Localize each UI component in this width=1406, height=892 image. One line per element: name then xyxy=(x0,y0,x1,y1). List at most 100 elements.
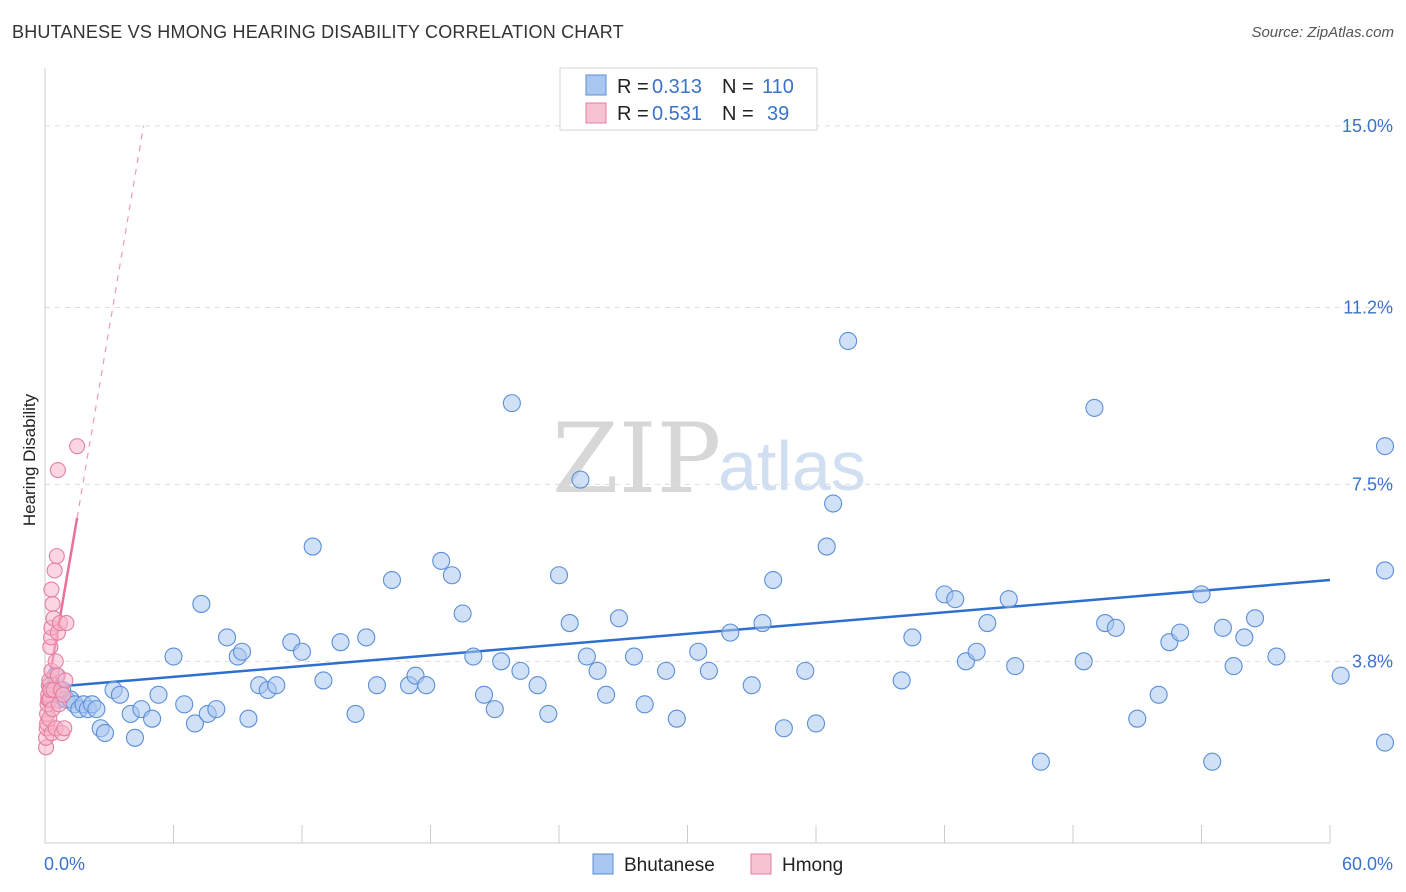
bhutanese-point xyxy=(217,628,237,647)
bhutanese-point xyxy=(1031,752,1050,771)
bhutanese-point xyxy=(502,394,521,413)
bottom-legend-swatch-bhutanese xyxy=(592,853,614,875)
bhutanese-point xyxy=(331,633,350,652)
bhutanese-point xyxy=(485,700,504,719)
y-tick-label: 11.2% xyxy=(1343,298,1393,318)
bhutanese-point xyxy=(1245,609,1265,628)
bhutanese-point xyxy=(892,671,911,690)
bhutanese-point xyxy=(95,723,115,743)
bhutanese-point xyxy=(267,676,286,695)
legend-swatch-bhutanese xyxy=(585,74,607,96)
hmong-point xyxy=(69,438,86,455)
legend-r-value-2: 0.531 xyxy=(652,103,702,125)
bhutanese-point xyxy=(143,709,162,728)
bhutanese-point xyxy=(635,695,654,714)
bhutanese-point xyxy=(1213,618,1232,637)
bhutanese-point xyxy=(528,676,547,695)
bhutanese-point xyxy=(689,642,708,661)
bhutanese-point xyxy=(239,709,258,728)
bhutanese-point xyxy=(903,628,922,647)
bhutanese-point xyxy=(87,700,106,719)
grid-lines xyxy=(45,125,1395,662)
bhutanese-point xyxy=(560,614,579,633)
bhutanese-point xyxy=(817,537,836,556)
bhutanese-point xyxy=(1006,657,1025,676)
bhutanese-point xyxy=(539,704,558,723)
legend-r-label-2: R = xyxy=(617,103,649,125)
bhutanese-point xyxy=(753,614,772,633)
bhutanese-point xyxy=(185,714,204,733)
bhutanese-point xyxy=(492,652,511,671)
bhutanese-point xyxy=(1192,585,1211,604)
bhutanese-point xyxy=(699,661,718,680)
bhutanese-point xyxy=(1203,752,1222,771)
legend-r-label-1: R = xyxy=(617,76,649,98)
bhutanese-point xyxy=(292,642,312,661)
bhutanese-point xyxy=(1171,623,1190,642)
hmong-point xyxy=(49,462,66,479)
watermark: ZIP atlas xyxy=(552,403,866,515)
hmong-point xyxy=(44,595,61,612)
bhutanese-point xyxy=(149,685,168,704)
bhutanese-point xyxy=(1375,733,1395,752)
bhutanese-point xyxy=(839,331,858,351)
bhutanese-point xyxy=(571,470,590,489)
bottom-legend-label-hmong: Hmong xyxy=(782,855,843,876)
bhutanese-point xyxy=(999,590,1018,609)
hmong-point xyxy=(47,653,64,670)
x-tick-label-max: 60.0% xyxy=(1342,854,1393,874)
bhutanese-point xyxy=(192,594,211,613)
bhutanese-point xyxy=(357,628,376,647)
chart-title: BHUTANESE VS HMONG HEARING DISABILITY CO… xyxy=(12,22,624,42)
bhutanese-point xyxy=(1106,618,1125,637)
bhutanese-point xyxy=(464,647,483,666)
bhutanese-point xyxy=(978,614,997,633)
bhutanese-point xyxy=(946,590,965,609)
bhutanese-point xyxy=(367,676,387,695)
bhutanese-point xyxy=(721,623,740,642)
bhutanese-point xyxy=(1224,657,1243,676)
bhutanese-point xyxy=(442,566,461,585)
legend-swatch-hmong xyxy=(585,102,607,124)
series-legend: Bhutanese Hmong xyxy=(592,853,843,876)
bhutanese-point xyxy=(1331,666,1350,685)
bhutanese-point xyxy=(667,709,686,728)
hmong-point xyxy=(57,672,74,689)
legend-r-value-1: 0.313 xyxy=(652,76,702,98)
y-axis-label: Hearing Disability xyxy=(20,393,39,526)
bhutanese-point xyxy=(624,647,644,666)
bhutanese-trend-line xyxy=(44,578,1331,689)
bhutanese-point xyxy=(657,661,676,680)
x-tick-labels: 0.0% 60.0% xyxy=(44,854,1393,874)
bhutanese-point xyxy=(382,570,402,590)
bhutanese-point xyxy=(511,661,530,680)
hmong-points xyxy=(38,438,86,756)
bhutanese-point xyxy=(164,647,183,666)
bhutanese-point xyxy=(1235,628,1254,647)
bhutanese-point xyxy=(432,551,451,570)
stats-legend: R = 0.313 N = 110 R = 0.531 N = 39 xyxy=(559,67,818,131)
bhutanese-point xyxy=(1375,561,1395,580)
hmong-point xyxy=(56,720,73,737)
bhutanese-point xyxy=(453,604,472,623)
hmong-point xyxy=(46,562,63,579)
y-tick-label: 15.0% xyxy=(1342,116,1393,136)
bhutanese-point xyxy=(207,700,226,719)
bhutanese-point xyxy=(110,685,130,704)
bhutanese-point xyxy=(1074,652,1093,671)
y-tick-labels: 3.8% 7.5% 11.2% 15.0% xyxy=(1342,116,1393,672)
bhutanese-point xyxy=(1149,685,1168,704)
legend-n-label-2: N = xyxy=(722,103,754,125)
bhutanese-point xyxy=(1085,398,1104,417)
y-tick-label: 3.8% xyxy=(1352,651,1393,671)
bhutanese-point xyxy=(549,566,569,585)
bhutanese-point xyxy=(175,695,194,714)
bhutanese-point xyxy=(417,676,436,695)
bhutanese-point xyxy=(577,647,596,666)
bottom-legend-label-bhutanese: Bhutanese xyxy=(624,855,715,876)
legend-n-value-1: 110 xyxy=(762,76,794,98)
bhutanese-point xyxy=(1128,709,1147,728)
bhutanese-point xyxy=(609,609,629,628)
x-tick-label-min: 0.0% xyxy=(44,854,85,874)
bhutanese-point xyxy=(774,719,793,738)
